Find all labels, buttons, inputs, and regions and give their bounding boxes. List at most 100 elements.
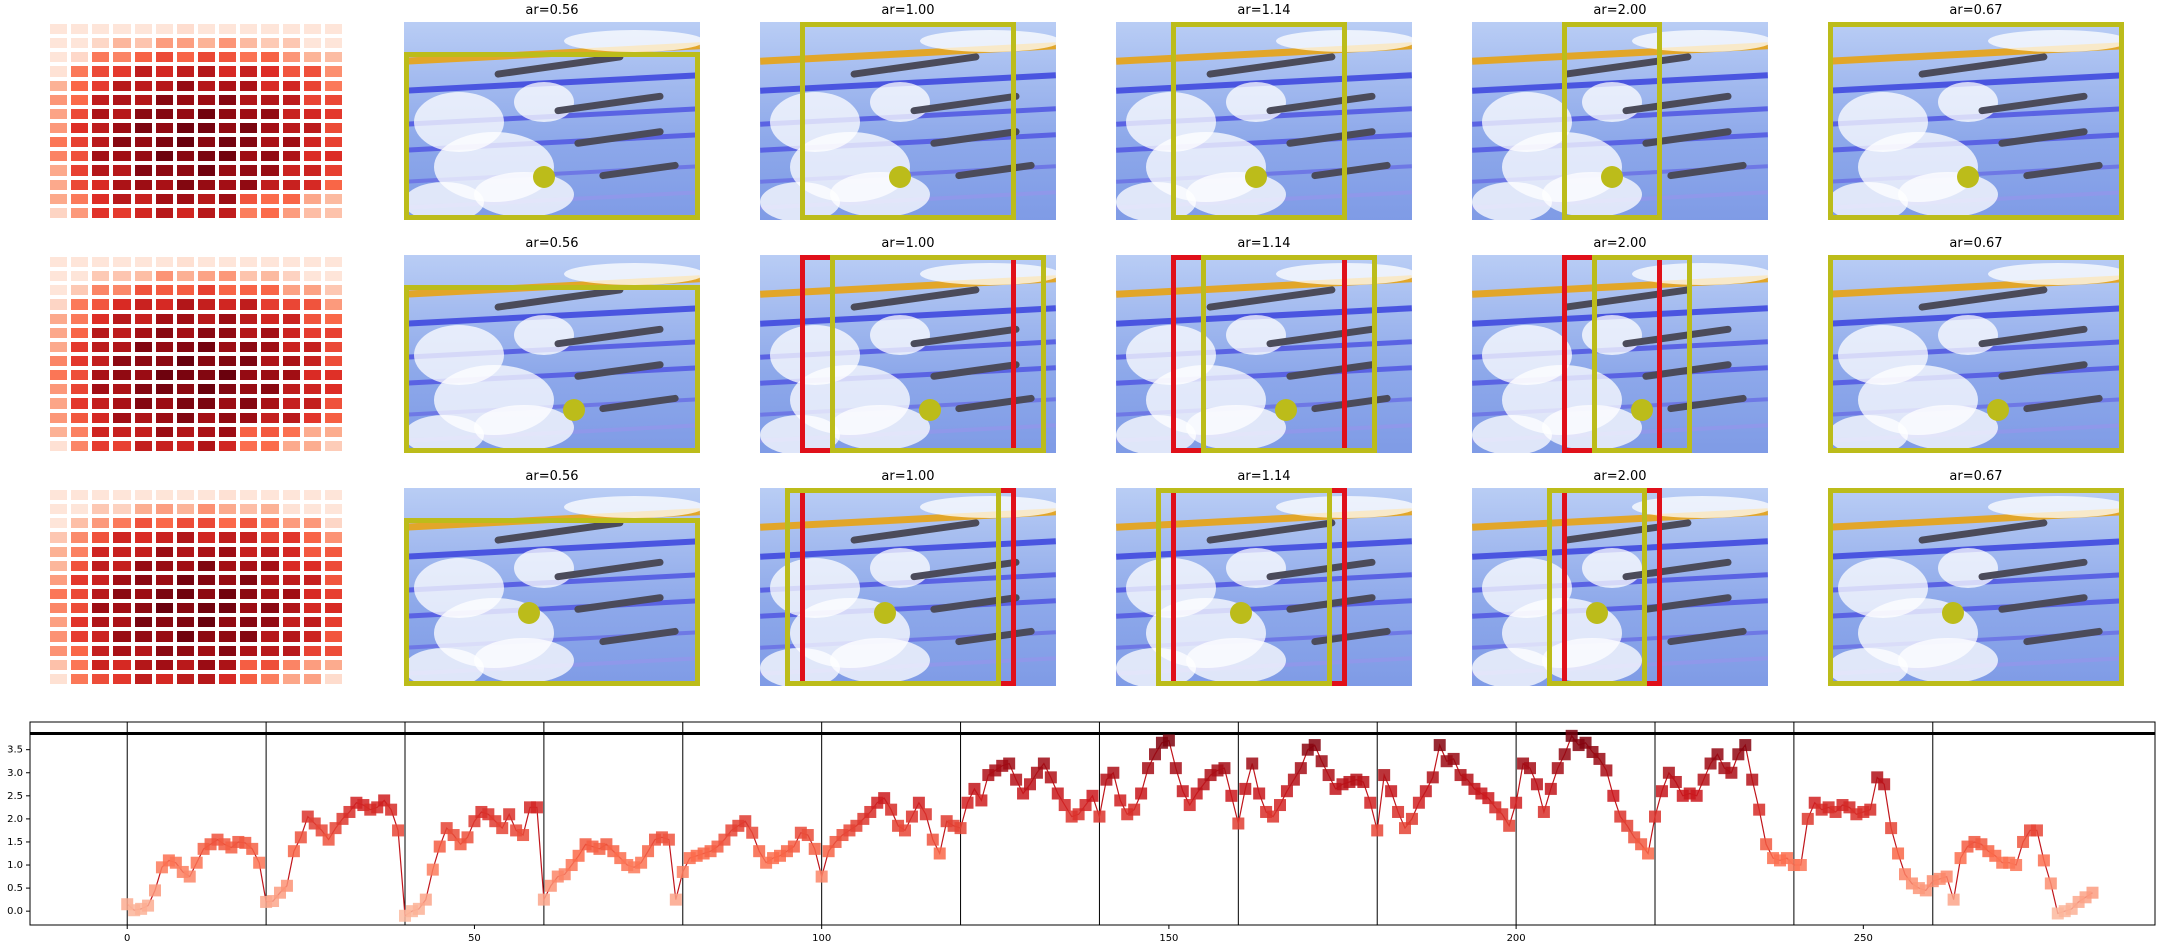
heatmap-cell: [219, 271, 237, 282]
water-splash: [920, 263, 1056, 285]
heatmap-cell: [92, 207, 110, 218]
heatmap-cell: [282, 207, 300, 218]
data-point: [1399, 822, 1411, 835]
heatmap-cell: [261, 440, 279, 451]
data-point: [642, 845, 655, 858]
center-point-marker: [563, 399, 585, 421]
data-point: [1010, 773, 1023, 786]
data-point: [1142, 762, 1155, 775]
heatmap-cell: [92, 532, 110, 543]
heatmap-cell: [324, 52, 342, 63]
data-point: [1149, 748, 1161, 761]
data-point: [662, 833, 675, 846]
heatmap-cell: [92, 193, 110, 204]
heatmap-cell: [176, 370, 194, 381]
heatmap-cell: [50, 617, 68, 628]
data-point: [961, 796, 974, 809]
heatmap-cell: [155, 645, 173, 656]
data-point: [669, 893, 682, 906]
heatmap-cell: [219, 66, 237, 77]
heatmap-cell: [176, 285, 194, 296]
data-point: [1954, 852, 1967, 865]
heatmap-cell: [134, 151, 152, 162]
heatmap-cell: [303, 137, 321, 148]
water-splash: [564, 30, 700, 52]
heatmap-cell: [92, 440, 110, 451]
heatmap-cell: [282, 179, 300, 190]
heatmap-cell: [198, 123, 216, 134]
heatmap-cell: [261, 518, 279, 529]
heatmap-cell: [92, 271, 110, 282]
heatmap-cell: [282, 313, 300, 324]
data-point: [1308, 739, 1321, 752]
heatmap-cell: [261, 257, 279, 268]
heatmap-cell: [155, 193, 173, 204]
data-point: [1899, 868, 1911, 881]
heatmap-cell: [219, 645, 237, 656]
heatmap-cell: [113, 271, 131, 282]
water-splash: [1226, 548, 1286, 588]
heatmap-cell: [198, 38, 216, 49]
image-panel: [760, 488, 1056, 686]
water-splash: [404, 648, 484, 686]
swimming-pool-photo: [1828, 22, 2124, 220]
data-point: [1544, 782, 1557, 795]
heatmap-cell: [50, 384, 68, 395]
heatmap-cell: [71, 356, 89, 367]
heatmap-cell: [71, 313, 89, 324]
panel-title: ar=1.14: [1237, 3, 1291, 18]
x-tick-label: 200: [1507, 933, 1526, 944]
heatmap-cell: [261, 123, 279, 134]
heatmap-cell: [50, 299, 68, 310]
heatmap-cell: [324, 356, 342, 367]
data-point: [1419, 785, 1432, 798]
heatmap-cell: [324, 384, 342, 395]
heatmap-cell: [92, 179, 110, 190]
heatmap-cell: [240, 313, 258, 324]
heatmap-cell: [50, 52, 68, 63]
heatmap-cell: [71, 24, 89, 35]
panel-title: ar=2.00: [1593, 469, 1647, 484]
data-point: [503, 808, 516, 821]
heatmap-cell: [155, 412, 173, 423]
data-point: [1662, 766, 1675, 779]
heatmap-cell: [282, 123, 300, 134]
heatmap-cell: [240, 193, 258, 204]
heatmap-cell: [155, 341, 173, 352]
x-tick-label: 50: [468, 933, 481, 944]
y-tick-label: 1.0: [7, 860, 23, 871]
heatmap-cell: [92, 299, 110, 310]
heatmap-cell: [219, 603, 237, 614]
heatmap-cell: [134, 546, 152, 557]
heatmap-cell: [113, 66, 131, 77]
heatmap-cell: [261, 504, 279, 515]
heatmap-cell: [176, 412, 194, 423]
heatmap-cell: [282, 603, 300, 614]
heatmap-cell: [240, 603, 258, 614]
center-point-marker: [874, 602, 896, 624]
heatmap-cell: [50, 285, 68, 296]
heatmap-cell: [134, 193, 152, 204]
heatmap-cell: [261, 631, 279, 642]
heatmap-cell: [50, 490, 68, 501]
heatmap-cell: [176, 66, 194, 77]
water-splash: [830, 638, 930, 683]
heatmap-cell: [71, 504, 89, 515]
heatmap-cell: [282, 356, 300, 367]
y-tick-label: 2.5: [7, 791, 23, 802]
data-point: [718, 833, 731, 846]
y-tick-label: 2.0: [7, 814, 23, 825]
center-point-marker: [1601, 166, 1623, 188]
data-point: [1267, 810, 1280, 823]
data-point: [1635, 838, 1648, 851]
heatmap-cell: [303, 24, 321, 35]
heatmap-cell: [176, 24, 194, 35]
data-point: [2086, 886, 2099, 899]
heatmap-cell: [324, 94, 342, 105]
water-splash: [830, 405, 930, 450]
water-splash: [1542, 172, 1642, 217]
heatmap-cell: [155, 426, 173, 437]
heatmap-cell: [324, 490, 342, 501]
heatmap-cell: [92, 560, 110, 571]
heatmap-cell: [71, 603, 89, 614]
